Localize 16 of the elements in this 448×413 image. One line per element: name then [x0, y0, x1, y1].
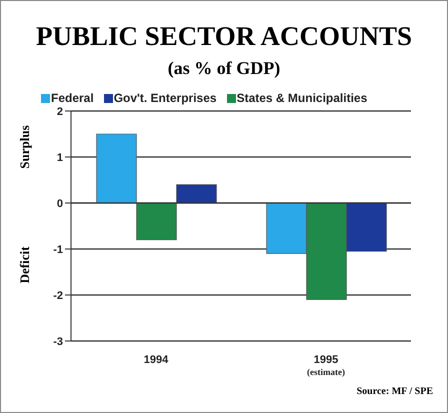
legend-label: Gov't. Enterprises — [114, 91, 217, 105]
y-tick-label: -2 — [53, 290, 63, 302]
text: Deficit — [17, 246, 33, 286]
legend-label: Federal — [51, 91, 94, 105]
chart-subtitle: (as % of GDP) — [166, 58, 282, 79]
y-tick-label: -3 — [53, 336, 63, 348]
y-tick-label: -1 — [53, 244, 63, 256]
source-note: Source: MF / SPE — [356, 386, 433, 397]
y-tick-label: 2 — [56, 106, 63, 118]
legend-label: States & Municipalities — [236, 91, 368, 105]
y-tick-label: 1 — [56, 152, 63, 164]
text: Surplus — [17, 124, 33, 171]
y-tick-label: 0 — [56, 198, 63, 210]
x-tick-label: 1995 (estimate) — [307, 354, 345, 377]
x-tick-label: 1994 — [144, 354, 170, 366]
chart-title: PUBLIC SECTOR ACCOUNTS — [34, 21, 414, 52]
